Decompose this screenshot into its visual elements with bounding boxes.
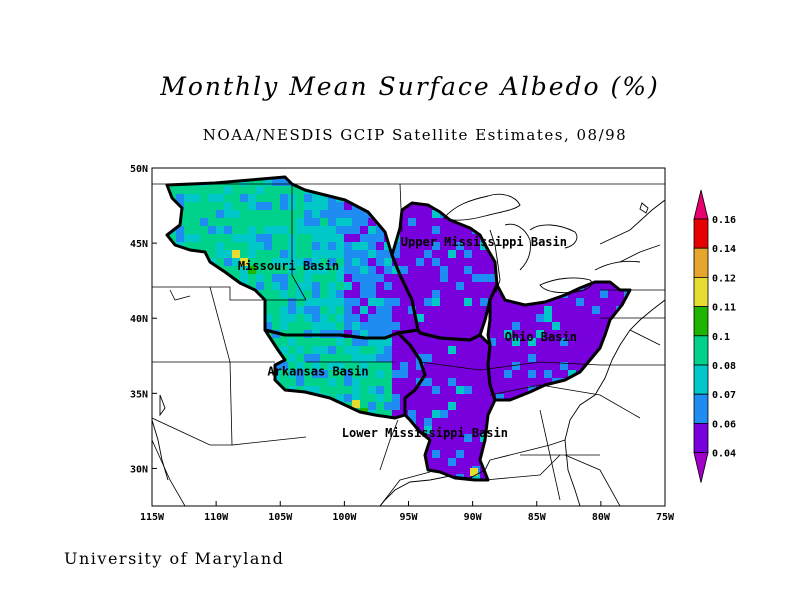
colorbar-swatch	[693, 335, 709, 366]
x-tick-label: 110W	[204, 512, 229, 523]
colorbar-label: 0.12	[712, 273, 736, 284]
basin-label: Missouri Basin	[238, 259, 339, 273]
colorbar-swatch	[693, 218, 709, 249]
y-tick-label: 45N	[130, 239, 148, 250]
colorbar-swatch	[693, 422, 709, 453]
colorbar-swatch	[693, 306, 709, 337]
colorbar-label: 0.04	[712, 449, 736, 460]
basin-label: Lower Mississippi Basin	[342, 426, 508, 440]
colorbar-label: 0.06	[712, 419, 736, 430]
x-tick-label: 90W	[464, 512, 483, 523]
lower-mississippi-basin-outline	[396, 328, 497, 482]
colorbar-swatch	[693, 247, 709, 278]
basin-label: Ohio Basin	[505, 330, 577, 344]
y-tick-label: 30N	[130, 464, 148, 475]
basin-labels: Missouri Basin Upper Mississippi Basin Ohi…	[238, 235, 577, 440]
colorbar-legend: 0.16 0.14 0.12 0.11 0.1 0.08 0.07 0.06 0.04	[693, 189, 736, 483]
x-tick-label: 95W	[399, 512, 418, 523]
colorbar-label: 0.16	[712, 215, 736, 226]
colorbar-label: 0.08	[712, 361, 736, 372]
map-subtitle: NOAA/NESDIS GCIP Satellite Estimates, 08…	[202, 126, 628, 144]
map-axes: 115W 110W 105W 100W 95W 90W 85W 80W 75W 50N 45N 40N…	[130, 164, 675, 523]
colorbar-swatch	[693, 276, 709, 307]
colorbar-label: 0.11	[712, 303, 736, 314]
y-tick-label: 40N	[130, 314, 148, 325]
x-tick-label: 105W	[268, 512, 293, 523]
x-tick-label: 75W	[656, 512, 675, 523]
x-tick-label: 100W	[332, 512, 357, 523]
colorbar-label: 0.1	[712, 332, 730, 343]
map-title: Monthly Mean Surface Albedo (%)	[160, 72, 660, 101]
colorbar-swatch	[693, 364, 709, 395]
x-tick-label: 80W	[592, 512, 611, 523]
basin-label: Arkansas Basin	[267, 364, 368, 378]
colorbar-label: 0.14	[712, 244, 736, 255]
great-lakes-coastline	[152, 193, 665, 506]
basin-label: Upper Mississippi Basin	[401, 235, 567, 249]
colorbar-swatch	[693, 189, 709, 220]
state-boundaries	[152, 183, 665, 506]
y-tick-label: 50N	[130, 164, 148, 175]
credit-text: University of Maryland	[64, 549, 285, 568]
colorbar-swatch	[693, 393, 709, 424]
x-tick-label: 85W	[528, 512, 547, 523]
basin-boundaries	[165, 175, 632, 482]
colorbar-label: 0.07	[712, 390, 736, 401]
y-tick-label: 35N	[130, 389, 148, 400]
x-tick-label: 115W	[140, 512, 165, 523]
colorbar-swatch	[693, 452, 709, 483]
